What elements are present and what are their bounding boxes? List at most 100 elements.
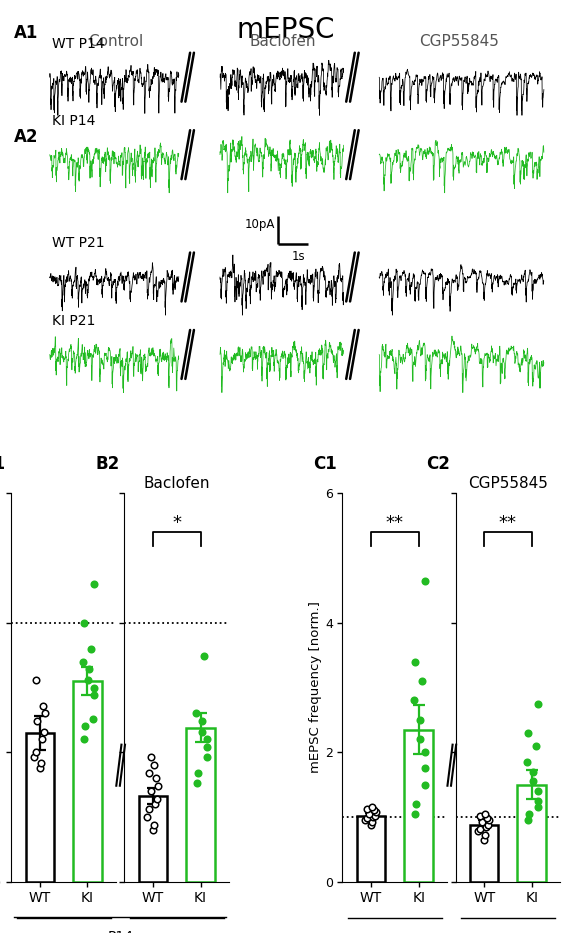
Point	[415, 731, 424, 746]
Point	[361, 813, 370, 828]
Point	[409, 693, 418, 708]
Point	[143, 810, 152, 825]
Text: WT P21: WT P21	[53, 236, 105, 250]
Text: WT P14: WT P14	[53, 36, 105, 50]
Point	[32, 673, 41, 688]
Bar	[139, 796, 168, 882]
Point	[371, 804, 380, 819]
Point	[198, 714, 207, 729]
Point	[192, 776, 201, 791]
Point	[144, 801, 153, 816]
Point	[84, 661, 93, 676]
Point	[477, 815, 486, 829]
Point	[31, 745, 40, 759]
Y-axis label: mEPSC frequency [norm.]: mEPSC frequency [norm.]	[309, 602, 322, 773]
Text: B1: B1	[0, 454, 6, 472]
Point	[363, 801, 372, 816]
Point	[484, 813, 494, 828]
Point	[484, 817, 493, 832]
Point	[482, 819, 491, 834]
Bar	[404, 730, 433, 882]
Point	[362, 811, 371, 826]
Bar	[186, 728, 215, 882]
Point	[411, 654, 420, 669]
Point	[33, 714, 42, 729]
Text: **: **	[386, 514, 404, 532]
Text: C1: C1	[313, 454, 337, 472]
Point	[36, 760, 45, 775]
Point	[191, 706, 200, 721]
Point	[146, 784, 155, 799]
Text: **: **	[499, 514, 517, 532]
Point	[411, 797, 421, 812]
Point	[369, 803, 378, 818]
Point	[145, 765, 154, 780]
Bar	[470, 825, 499, 882]
Point	[89, 577, 98, 592]
Point	[524, 725, 533, 740]
Bar	[357, 815, 385, 882]
Point	[149, 817, 158, 832]
Point	[420, 761, 429, 776]
Point	[193, 765, 202, 780]
Text: A1: A1	[14, 24, 38, 42]
Point	[89, 688, 98, 703]
Text: CGP55845: CGP55845	[419, 35, 499, 49]
Point	[533, 793, 542, 808]
Point	[533, 784, 542, 799]
Point	[474, 824, 483, 839]
Point	[40, 724, 49, 739]
Point	[524, 806, 533, 821]
Point	[149, 823, 158, 838]
Point	[202, 740, 211, 755]
Title: CGP55845: CGP55845	[468, 476, 548, 491]
Point	[367, 817, 376, 832]
Text: 10pA: 10pA	[245, 218, 275, 230]
Point	[533, 800, 542, 815]
Point	[482, 811, 491, 826]
Title: Baclofen: Baclofen	[144, 476, 210, 491]
Point	[84, 673, 93, 688]
Point	[371, 808, 380, 823]
Point	[80, 616, 89, 631]
Point	[149, 758, 158, 773]
Point	[197, 724, 206, 739]
Point	[36, 755, 45, 770]
Point	[475, 821, 484, 836]
Bar	[73, 681, 102, 882]
Point	[481, 806, 490, 821]
Point	[420, 777, 429, 792]
Point	[522, 755, 531, 770]
Point	[80, 731, 89, 746]
Point	[481, 828, 490, 842]
Point	[78, 654, 87, 669]
Point	[367, 800, 376, 815]
Point	[29, 750, 38, 765]
Point	[480, 832, 489, 847]
Point	[369, 810, 378, 825]
Point	[364, 806, 373, 821]
Point	[202, 750, 211, 765]
Text: KI P14: KI P14	[53, 114, 96, 128]
Text: 1s: 1s	[291, 250, 305, 263]
Text: P14: P14	[107, 930, 133, 933]
Point	[418, 674, 427, 689]
Point	[420, 573, 429, 588]
Bar	[25, 732, 54, 882]
Bar	[517, 785, 546, 882]
Point	[524, 813, 533, 828]
Text: Control: Control	[88, 35, 143, 49]
Text: *: *	[172, 514, 181, 532]
Point	[533, 696, 542, 711]
Point	[89, 680, 98, 695]
Point	[153, 791, 162, 806]
Point	[38, 698, 47, 713]
Point	[80, 719, 89, 734]
Point	[476, 808, 485, 823]
Point	[531, 738, 540, 753]
Text: Baclofen: Baclofen	[250, 35, 316, 49]
Point	[151, 771, 160, 786]
Text: A2: A2	[14, 128, 38, 146]
Point	[367, 815, 376, 829]
Point	[40, 706, 49, 721]
